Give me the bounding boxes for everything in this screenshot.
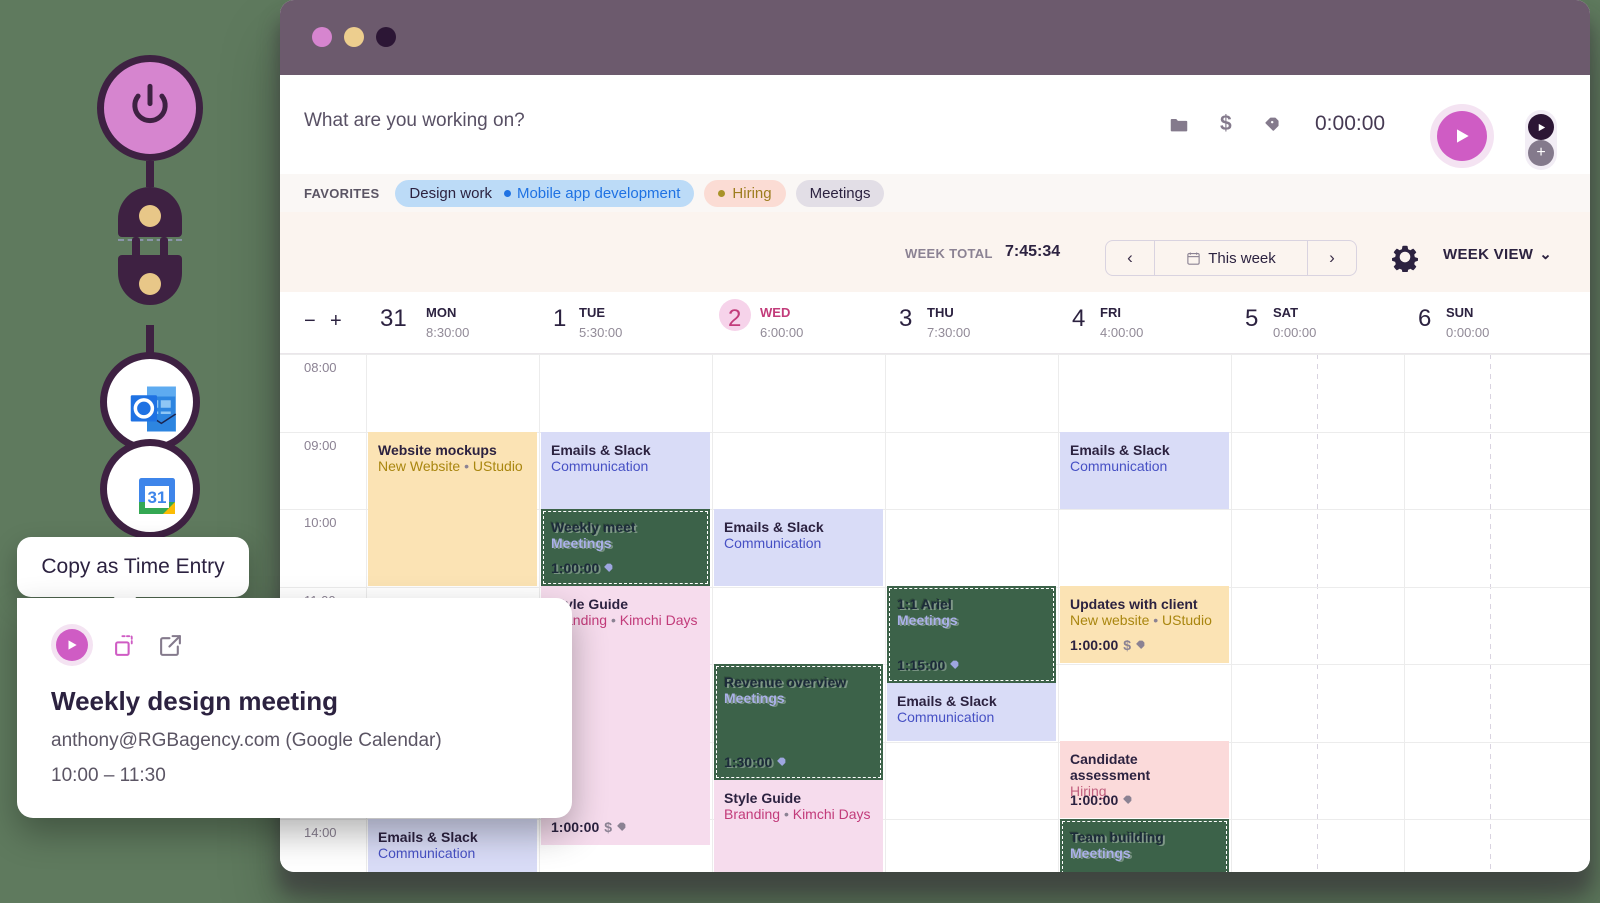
svg-text:31: 31	[148, 488, 167, 507]
